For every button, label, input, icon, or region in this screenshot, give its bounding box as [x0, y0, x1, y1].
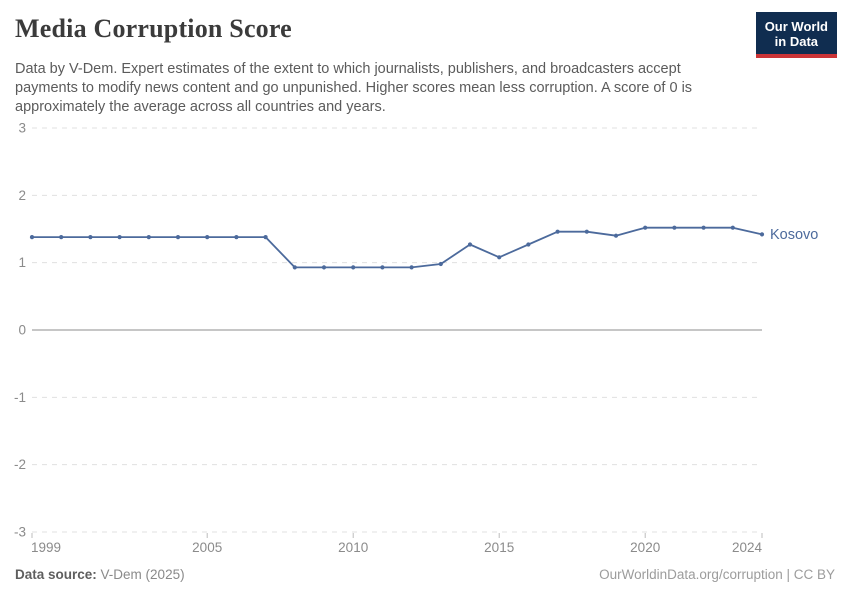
- data-point[interactable]: [613, 233, 619, 238]
- data-point[interactable]: [88, 235, 93, 240]
- data-point[interactable]: [643, 225, 648, 230]
- data-source-value: V-Dem (2025): [100, 567, 185, 582]
- data-point[interactable]: [292, 265, 297, 270]
- data-point[interactable]: [584, 229, 589, 234]
- data-point[interactable]: [759, 232, 765, 237]
- data-point[interactable]: [59, 235, 64, 240]
- kosovo-line[interactable]: [31, 226, 763, 269]
- y-tick-label: 0: [18, 323, 26, 338]
- y-tick-label: 1: [18, 255, 26, 270]
- data-point[interactable]: [117, 235, 122, 240]
- data-point[interactable]: [380, 265, 385, 270]
- x-tick-label: 2024: [732, 540, 763, 555]
- data-point[interactable]: [467, 242, 473, 247]
- x-tick-label: 1999: [31, 540, 61, 555]
- y-tick-label: 3: [18, 121, 26, 136]
- data-point[interactable]: [351, 265, 356, 270]
- x-tick-label: 2020: [630, 540, 660, 555]
- x-tick-label: 2005: [192, 540, 222, 555]
- data-source-label: Data source:: [15, 567, 97, 582]
- data-point[interactable]: [146, 235, 151, 240]
- data-point[interactable]: [321, 265, 327, 270]
- y-tick-label: -2: [14, 457, 26, 472]
- x-tick-label: 2015: [484, 540, 514, 555]
- data-point[interactable]: [205, 235, 210, 240]
- owid-logo[interactable]: Our World in Data: [755, 12, 837, 58]
- x-tick-label: 2010: [338, 540, 368, 555]
- data-point[interactable]: [701, 225, 706, 230]
- data-point[interactable]: [409, 265, 414, 270]
- data-point[interactable]: [672, 225, 677, 230]
- y-tick-label: -3: [14, 525, 26, 540]
- owid-logo-line2: in Data: [774, 34, 819, 49]
- chart-title: Media Corruption Score: [15, 14, 292, 43]
- data-point[interactable]: [29, 235, 35, 240]
- data-point[interactable]: [555, 229, 560, 234]
- data-point[interactable]: [263, 235, 268, 240]
- chart-subtitle: Data by V-Dem. Expert estimates of the e…: [15, 61, 693, 115]
- data-point[interactable]: [234, 235, 239, 240]
- data-point[interactable]: [526, 242, 531, 247]
- y-tick-label: -1: [14, 390, 26, 405]
- data-source: Data source: V-Dem (2025): [15, 567, 185, 582]
- data-point[interactable]: [175, 235, 181, 240]
- y-tick-label: 2: [18, 188, 26, 203]
- owid-logo-line1: Our World: [764, 19, 828, 34]
- attribution-link[interactable]: OurWorldinData.org/corruption | CC BY: [599, 567, 835, 582]
- data-point[interactable]: [438, 261, 443, 267]
- series-end-label[interactable]: Kosovo: [770, 227, 818, 243]
- data-point[interactable]: [730, 225, 735, 230]
- data-point[interactable]: [497, 255, 502, 260]
